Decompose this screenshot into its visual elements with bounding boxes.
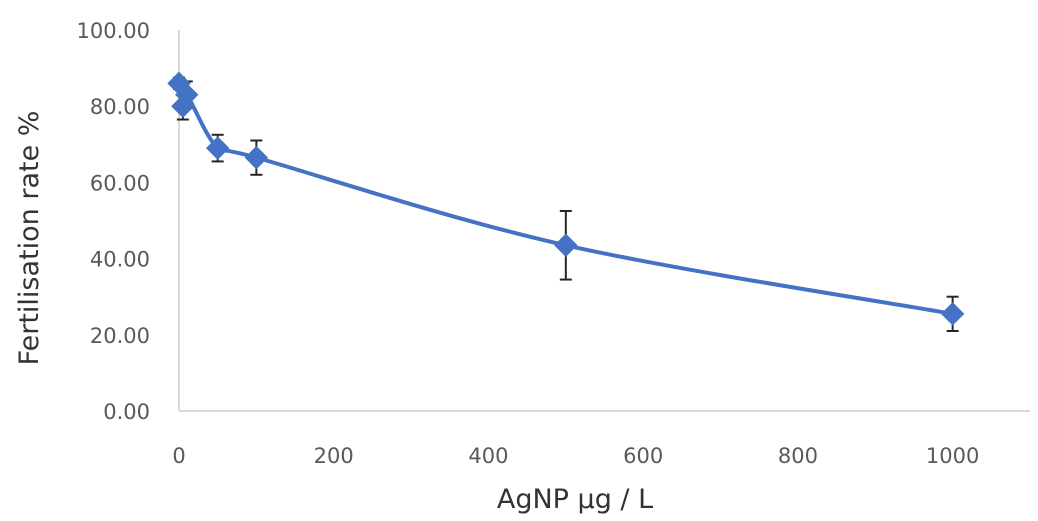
y-tick-label: 100.00 — [77, 19, 150, 43]
y-tick-label: 80.00 — [90, 95, 150, 119]
data-point-marker — [554, 233, 578, 257]
x-tick-label: 600 — [623, 444, 663, 468]
x-tick-label: 1000 — [926, 444, 979, 468]
error-bars — [173, 76, 959, 332]
y-axis-title: Fertilisation rate % — [14, 111, 45, 366]
x-axis-title: AgNP µg / L — [497, 484, 653, 515]
x-tick-label: 400 — [468, 444, 508, 468]
x-tick-label: 800 — [778, 444, 818, 468]
x-tick-label: 200 — [314, 444, 354, 468]
y-tick-label: 20.00 — [90, 324, 150, 348]
x-axis-ticks: 0 200 400 600 800 1000 — [172, 444, 979, 468]
x-tick-label: 0 — [172, 444, 185, 468]
data-point-marker — [940, 302, 965, 326]
y-tick-label: 0.00 — [103, 400, 150, 424]
data-point-marker — [205, 136, 230, 160]
y-tick-label: 60.00 — [90, 171, 150, 195]
y-axis-ticks: 0.00 20.00 40.00 60.00 80.00 100.00 — [77, 19, 150, 424]
data-markers — [167, 71, 965, 326]
data-point-marker — [175, 83, 199, 107]
data-point-marker — [244, 145, 269, 170]
y-tick-label: 40.00 — [90, 248, 150, 272]
